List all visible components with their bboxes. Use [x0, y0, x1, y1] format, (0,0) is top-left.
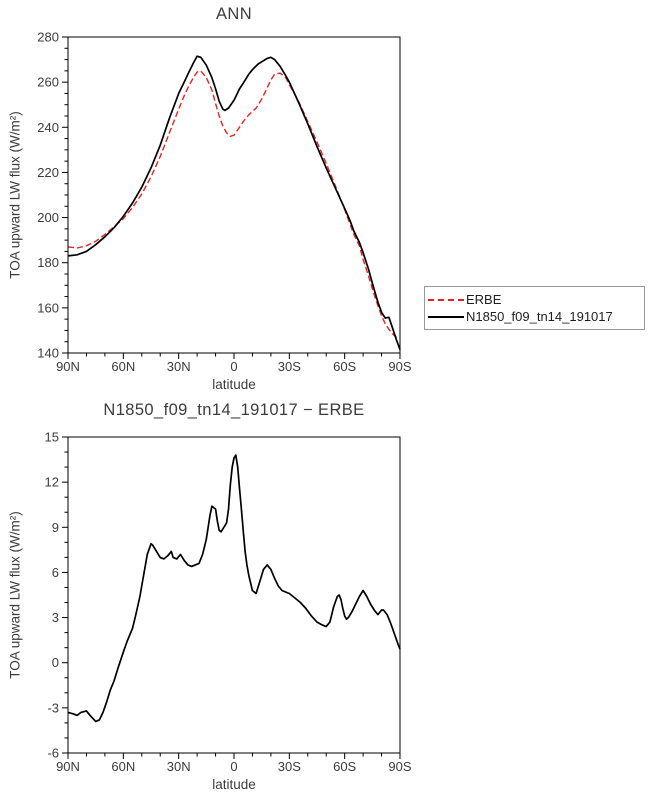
top-chart-xlabel: latitude	[212, 377, 256, 392]
erbe-legend-label: ERBE	[466, 292, 502, 307]
legend: ERBE N1850_f09_tn14_191017	[424, 286, 645, 330]
bottom-chart-xlabel: latitude	[212, 777, 256, 792]
svg-text:90S: 90S	[388, 359, 411, 374]
model-line-sample	[428, 315, 464, 318]
svg-text:30S: 30S	[278, 359, 301, 374]
svg-text:180: 180	[37, 255, 59, 270]
svg-text:9: 9	[52, 520, 59, 535]
annual-mean-chart: ANN TOA upward LW flux (W/m²) 90N 60N 30N 0…	[0, 0, 648, 400]
svg-text:30N: 30N	[167, 359, 191, 374]
svg-text:-3: -3	[47, 700, 59, 715]
svg-text:0: 0	[230, 359, 237, 374]
svg-text:15: 15	[45, 430, 59, 445]
difference-chart: N1850_f09_tn14_191017 − ERBE TOA upward …	[0, 400, 648, 808]
svg-text:200: 200	[37, 210, 59, 225]
model-legend-label: N1850_f09_tn14_191017	[466, 309, 613, 324]
svg-text:30S: 30S	[278, 759, 301, 774]
svg-text:90N: 90N	[56, 759, 80, 774]
svg-text:160: 160	[37, 300, 59, 315]
svg-text:90N: 90N	[56, 359, 80, 374]
svg-text:6: 6	[52, 565, 59, 580]
svg-text:12: 12	[45, 475, 59, 490]
svg-text:60N: 60N	[111, 359, 135, 374]
top-chart-title: ANN	[215, 5, 253, 23]
svg-text:60S: 60S	[333, 759, 356, 774]
svg-text:60N: 60N	[111, 759, 135, 774]
svg-text:0: 0	[230, 759, 237, 774]
legend-entry-model: N1850_f09_tn14_191017	[428, 308, 642, 325]
erbe-line-sample	[428, 298, 464, 301]
svg-text:90S: 90S	[388, 759, 411, 774]
svg-text:240: 240	[37, 120, 59, 135]
svg-text:60S: 60S	[333, 359, 356, 374]
svg-text:0: 0	[52, 655, 59, 670]
bottom-chart-title: N1850_f09_tn14_191017 − ERBE	[103, 401, 365, 419]
bottom-chart-plot: 90N 60N 30N 0 30S 60S 90S -6 -3 0 3 6 9 12 15	[45, 430, 412, 775]
svg-text:220: 220	[37, 165, 59, 180]
top-chart-plot: 90N 60N 30N 0 30S 60S 90S 140 160 180 200 220 240 260…	[37, 30, 412, 375]
svg-text:260: 260	[37, 75, 59, 90]
svg-text:280: 280	[37, 30, 59, 45]
svg-text:3: 3	[52, 610, 59, 625]
legend-entry-erbe: ERBE	[428, 291, 642, 308]
svg-text:140: 140	[37, 346, 59, 361]
svg-text:30N: 30N	[167, 759, 191, 774]
svg-text:-6: -6	[47, 746, 59, 761]
